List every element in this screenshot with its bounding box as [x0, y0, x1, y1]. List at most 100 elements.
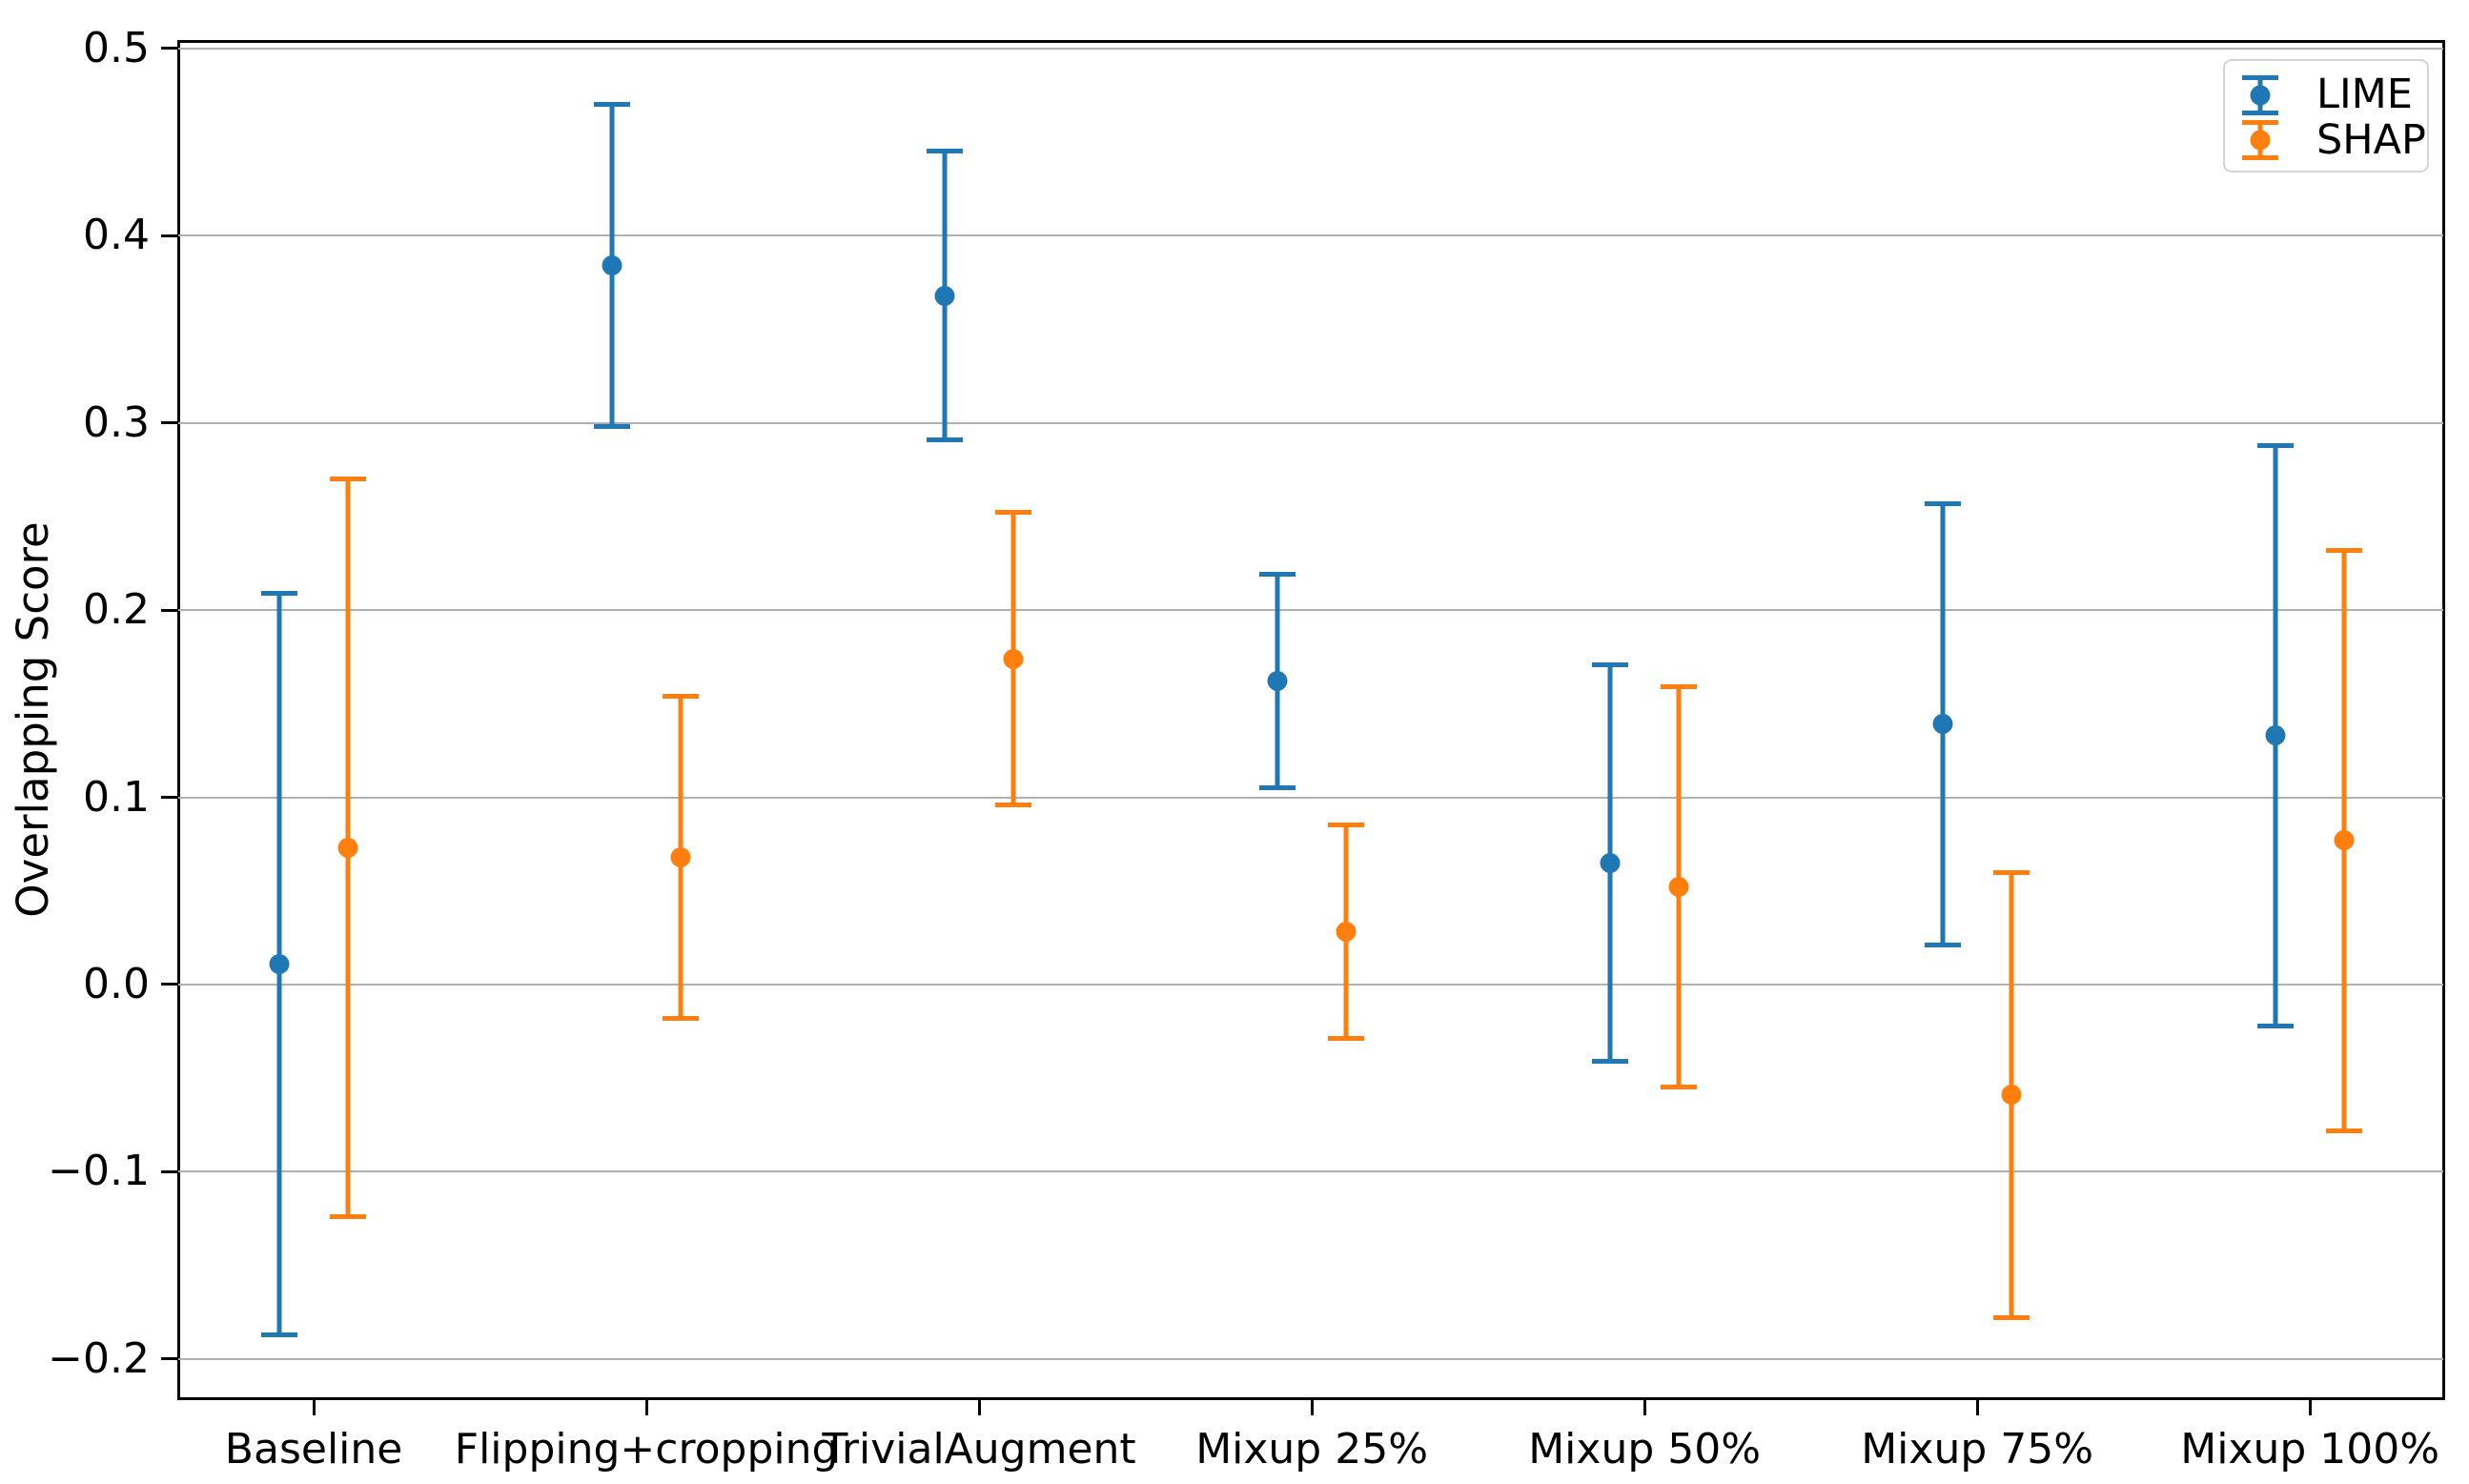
- errorbar-cap-bottom: [995, 802, 1032, 807]
- data-point-marker: [2001, 1085, 2022, 1106]
- errorbar-cap-top: [927, 149, 964, 154]
- gridline: [178, 609, 2443, 612]
- y-tick: [161, 796, 178, 799]
- x-tick-label: TrivialAugment: [822, 1425, 1136, 1474]
- errorbar-lime-1: [261, 590, 298, 1337]
- errorbar-lime-5: [1592, 661, 1629, 1064]
- x-tick: [644, 1398, 648, 1415]
- data-point-marker: [269, 953, 290, 974]
- data-point-marker: [934, 285, 955, 306]
- legend-label-lime: LIME: [2316, 71, 2413, 119]
- legend: LIME SHAP: [2223, 59, 2429, 173]
- gridline: [178, 796, 2443, 799]
- errorbar-cap-top: [330, 477, 367, 482]
- y-axis-label: Overlapping Score: [8, 521, 58, 918]
- data-point-marker: [602, 255, 622, 276]
- data-point-marker: [1003, 648, 1024, 669]
- errorbar-cap-top: [1993, 869, 2030, 875]
- gridline: [178, 234, 2443, 237]
- data-point-marker: [1668, 877, 1689, 898]
- errorbar-cap-bottom: [1661, 1085, 1698, 1090]
- errorbar-cap-bottom: [1925, 943, 1962, 948]
- gridline: [178, 1170, 2443, 1173]
- errorbar-marker-icon: [2242, 120, 2278, 161]
- y-tick-label: 0.2: [83, 585, 150, 635]
- y-tick-label: 0.5: [83, 23, 150, 72]
- errorbar-cap-top: [594, 102, 631, 108]
- errorbar-cap-bottom: [663, 1015, 700, 1021]
- data-point-marker: [670, 846, 691, 867]
- errorbar-cap-top: [663, 693, 700, 699]
- data-point-marker: [337, 838, 358, 859]
- errorbar-cap-bottom: [1259, 785, 1296, 791]
- errorbar-cap-top: [1925, 500, 1962, 506]
- errorbar-cap-bottom: [330, 1213, 367, 1219]
- data-point-marker: [2265, 725, 2286, 746]
- y-tick-label: 0.4: [83, 211, 150, 260]
- errorbar-cap-top: [995, 510, 1032, 516]
- x-tick: [1643, 1398, 1646, 1415]
- x-tick-label: Mixup 75%: [1861, 1425, 2094, 1474]
- errorbar-shap-5: [1661, 684, 1698, 1090]
- errorbar-lime-4: [1259, 572, 1296, 791]
- y-tick: [161, 1357, 178, 1361]
- x-tick-label: Baseline: [224, 1425, 403, 1474]
- plot-border: [176, 39, 2445, 1400]
- x-tick-label: Mixup 50%: [1528, 1425, 1762, 1474]
- errorbar-cap-top: [1259, 572, 1296, 578]
- errorbar-cap-bottom: [2257, 1023, 2295, 1028]
- errorbar-cap-bottom: [927, 437, 964, 442]
- y-tick-label: −0.2: [48, 1333, 150, 1383]
- errorbar-cap-bottom: [1993, 1315, 2030, 1321]
- y-tick: [161, 983, 178, 986]
- y-tick-label: 0.0: [83, 959, 150, 1008]
- data-point-marker: [1336, 922, 1357, 943]
- errorbar-lime-2: [594, 102, 631, 430]
- errorbar-shap-4: [1328, 823, 1365, 1042]
- y-tick: [161, 1169, 178, 1173]
- errorbar-shap-6: [1993, 869, 2030, 1321]
- y-tick: [161, 47, 178, 51]
- y-tick-label: 0.1: [83, 772, 150, 822]
- y-tick: [161, 608, 178, 612]
- x-tick-label: Mixup 100%: [2180, 1425, 2440, 1474]
- errorbar-shap-3: [995, 510, 1032, 807]
- x-tick-label: Mixup 25%: [1195, 1425, 1429, 1474]
- y-tick: [161, 234, 178, 237]
- gridline: [178, 421, 2443, 424]
- errorbar-shap-7: [2326, 547, 2363, 1133]
- errorbar-cap-top: [261, 590, 298, 596]
- y-tick-label: 0.3: [83, 397, 150, 447]
- errorbar-lime-3: [927, 149, 964, 442]
- gridline: [178, 47, 2443, 50]
- gridline: [178, 1357, 2443, 1360]
- errorbar-cap-bottom: [1592, 1058, 1629, 1064]
- errorbar-cap-bottom: [2326, 1128, 2363, 1133]
- x-tick: [312, 1398, 316, 1415]
- y-tick: [161, 421, 178, 425]
- errorbar-shap-1: [330, 477, 367, 1219]
- legend-label-shap: SHAP: [2316, 115, 2426, 164]
- x-tick: [2308, 1398, 2312, 1415]
- errorbar-cap-bottom: [1328, 1036, 1365, 1042]
- y-tick-label: −0.1: [48, 1147, 150, 1196]
- errorbar-cap-top: [2326, 547, 2363, 553]
- errorbar-cap-top: [1328, 823, 1365, 828]
- data-point-marker: [1267, 671, 1288, 692]
- errorbar-shap-2: [663, 693, 700, 1021]
- errorbar-cap-top: [1661, 684, 1698, 690]
- errorbar-lime-7: [2257, 442, 2295, 1028]
- errorbar-marker-icon: [2242, 74, 2278, 115]
- legend-entry-shap: SHAP: [2242, 118, 2426, 164]
- data-point-marker: [1932, 714, 1953, 735]
- errorbar-lime-6: [1925, 500, 1962, 948]
- errorbar-cap-bottom: [594, 424, 631, 430]
- x-tick: [977, 1398, 981, 1415]
- errorbar-cap-top: [1592, 661, 1629, 667]
- gridline: [178, 983, 2443, 986]
- legend-entry-lime: LIME: [2242, 71, 2413, 119]
- errorbar-cap-bottom: [261, 1332, 298, 1337]
- x-tick: [1975, 1398, 1979, 1415]
- errorbar-cap-top: [2257, 442, 2295, 448]
